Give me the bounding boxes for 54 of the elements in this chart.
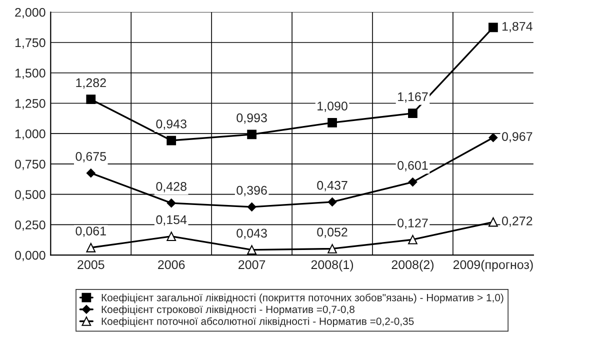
point [488,22,498,32]
x-tick-label: 2008(2) [392,260,434,272]
data-label: 1,874 [502,22,532,32]
data-label: 0,437 [317,180,348,192]
data-label: 1,167 [398,92,428,103]
point [86,168,96,178]
y-tick-label: 1,000 [15,129,46,140]
data-label: 0,601 [398,161,428,172]
point [247,245,256,255]
data-label: 0,043 [236,228,267,240]
data-label: 0,675 [76,152,106,162]
y-tick-label: 1,750 [15,38,46,49]
point [166,198,176,208]
data-label: 0,052 [317,228,348,238]
x-tick-label: 2006 [158,260,185,270]
point [247,130,256,140]
y-tick-label: 0,250 [15,220,46,231]
point [408,234,418,244]
data-label: 0,428 [156,182,186,192]
legend-label: Коефіцієнт строкової ліквідності - Норматив =0,7-0,8 [102,305,354,316]
x-tick-label: 2008(1) [311,260,354,272]
point [328,198,337,206]
data-label: 1,090 [318,102,348,112]
y-tick-label: 1,250 [15,99,46,110]
data-label: 0,272 [502,216,532,227]
point [166,232,176,242]
data-label: 0,967 [502,132,532,142]
point [247,202,256,212]
point [488,133,498,142]
point [328,244,337,254]
y-tick-label: 2,000 [15,8,46,18]
data-label: 0,154 [156,215,187,226]
point [408,178,418,187]
y-tick-label: 1,500 [15,68,46,79]
x-tick-label: 2009(прогноз) [453,260,533,272]
point [86,94,96,104]
legend-label: Коефіцієнт загальної ліквідності (покриття поточних зобов"язань) - Норматив > 1,0) [102,294,504,304]
y-tick-label: 0,750 [15,160,46,170]
x-tick-label: 2005 [78,260,104,270]
point [408,108,418,118]
data-label: 0,943 [156,119,186,130]
data-label: 0,396 [236,186,267,196]
point [166,136,176,146]
point [488,217,498,227]
data-label: 0,993 [236,113,267,124]
y-tick-label: 0,500 [15,190,46,200]
point [328,118,337,128]
legend-label: Коефіцієнт поточної абсолютної ліквідності - Норматив =0,2-0,35 [102,317,414,328]
point [86,242,96,252]
data-label: 0,127 [398,218,428,229]
data-label: 0,061 [76,226,106,237]
y-tick-label: 0,000 [15,250,46,262]
data-label: 1,282 [76,78,106,89]
x-tick-label: 2007 [238,260,266,270]
